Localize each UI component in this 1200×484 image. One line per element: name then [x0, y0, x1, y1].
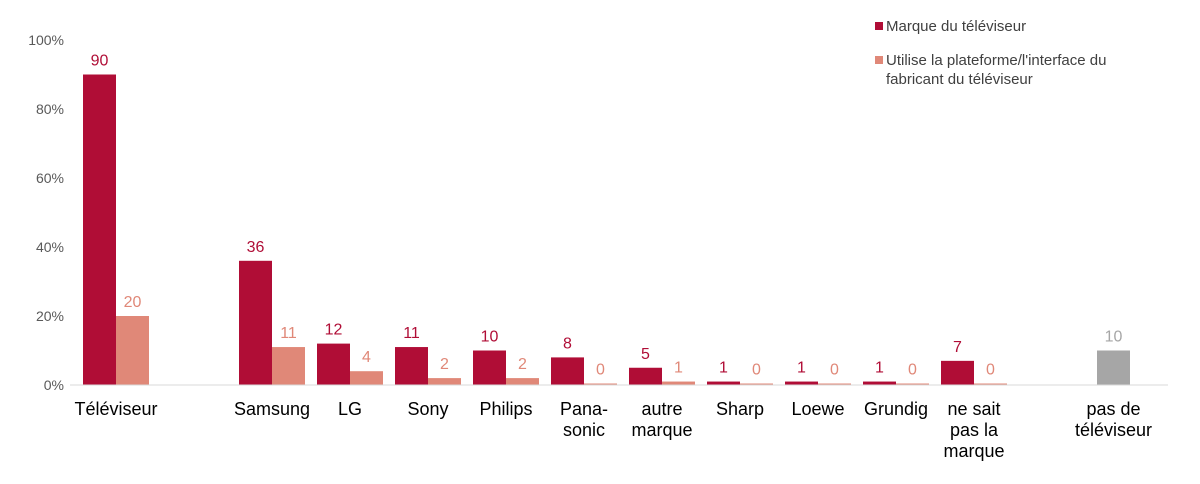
series-2-bar — [350, 371, 383, 385]
series-1-value-label: 1 — [797, 360, 806, 377]
series-1-value-label: 90 — [91, 53, 109, 70]
series-2-value-label: 20 — [124, 294, 142, 311]
series-1-bar — [785, 381, 818, 385]
series-1-bar — [239, 260, 272, 385]
bars — [83, 74, 1130, 385]
no-tv-value-label: 10 — [1105, 329, 1123, 346]
series-2-value-label: 11 — [280, 325, 297, 342]
y-tick-label: 0% — [44, 377, 64, 393]
series-1-value-label: 36 — [247, 239, 265, 256]
series-2-value-label: 0 — [752, 362, 761, 379]
category-labels: Téléviseur Samsung LG Sony Philips Pana-sonic… — [74, 399, 1152, 461]
category-label: autre marque — [631, 399, 692, 440]
series-2-bar — [428, 378, 461, 385]
category-label: LG — [338, 399, 362, 419]
series-2-value-label: 4 — [362, 349, 371, 366]
series-2-value-label: 1 — [674, 360, 683, 377]
series-1-bar — [863, 381, 896, 385]
y-axis-ticks: 0% 20% 40% 60% 80% 100% — [28, 32, 64, 393]
category-label: Sharp — [716, 399, 764, 419]
series-1-value-label: 5 — [641, 346, 650, 363]
category-label: ne sait pas la marque — [943, 399, 1004, 461]
series-1-bar — [317, 343, 350, 385]
legend-swatch-series-1 — [875, 22, 883, 30]
category-label: Pana-sonic — [560, 399, 608, 440]
series-2-bar — [662, 381, 695, 385]
series-2-value-label: 2 — [440, 356, 449, 373]
y-tick-label: 80% — [36, 101, 64, 117]
series-2-bar — [896, 383, 929, 385]
category-label: Philips — [479, 399, 532, 419]
series-2-bar — [584, 383, 617, 385]
legend-label-series-2-line-1: Utilise la plateforme/l'interface du — [886, 52, 1106, 69]
series-2-value-label: 0 — [908, 362, 917, 379]
y-tick-label: 100% — [28, 32, 64, 48]
series-1-bar — [629, 367, 662, 385]
category-label: pas de téléviseur — [1075, 399, 1152, 440]
legend-swatch-series-2 — [875, 56, 883, 64]
y-tick-label: 40% — [36, 239, 64, 255]
series-1-bar — [707, 381, 740, 385]
series-2-bar — [818, 383, 851, 385]
series-1-value-label: 1 — [875, 360, 884, 377]
category-label: Téléviseur — [74, 399, 157, 419]
series-1-value-label: 8 — [563, 335, 572, 352]
series-1-bar — [83, 74, 116, 385]
series-1-bar — [551, 357, 584, 385]
series-1-value-label: 11 — [403, 325, 420, 342]
category-label: Sony — [407, 399, 448, 419]
category-label: Loewe — [791, 399, 844, 419]
category-label: Grundig — [864, 399, 928, 419]
series-1-bar — [941, 360, 974, 385]
series-2-bar — [974, 383, 1007, 385]
series-2-value-label: 2 — [518, 356, 527, 373]
legend: Marque du téléviseur Utilise la platefor… — [875, 18, 1106, 88]
y-tick-label: 60% — [36, 170, 64, 186]
series-2-value-label: 0 — [830, 362, 839, 379]
no-tv-bar — [1097, 350, 1130, 385]
series-2-value-label: 0 — [596, 362, 605, 379]
legend-label-series-2-line-2: fabricant du téléviseur — [886, 71, 1033, 88]
series-1-value-label: 7 — [953, 339, 962, 356]
series-2-bar — [506, 378, 539, 385]
series-1-value-label: 10 — [481, 329, 499, 346]
series-2-bar — [740, 383, 773, 385]
series-1-bar — [395, 347, 428, 385]
series-2-value-label: 0 — [986, 362, 995, 379]
legend-label-series-1: Marque du téléviseur — [886, 18, 1026, 35]
series-2-bar — [272, 347, 305, 385]
series-1-value-label: 1 — [719, 360, 728, 377]
series-1-bar — [473, 350, 506, 385]
series-1-value-label: 12 — [325, 322, 343, 339]
y-tick-label: 20% — [36, 308, 64, 324]
category-label: Samsung — [234, 399, 310, 419]
series-2-bar — [116, 316, 149, 385]
